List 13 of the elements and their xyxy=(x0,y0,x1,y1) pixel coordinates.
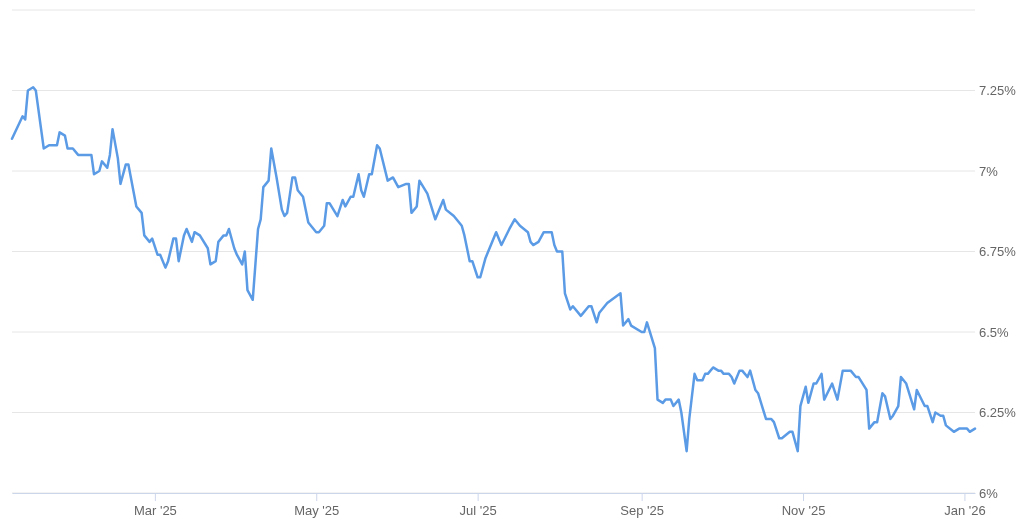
x-tick-label: Jul '25 xyxy=(459,503,497,519)
y-tick-label: 7% xyxy=(979,163,999,179)
x-tick-label: May '25 xyxy=(294,503,340,519)
y-tick-label: 6.5% xyxy=(979,324,1010,340)
x-tick-label: Jan '26 xyxy=(944,503,986,519)
x-tick-label: Nov '25 xyxy=(781,503,826,519)
x-tick-label: Mar '25 xyxy=(133,503,177,519)
y-tick-label: 6.25% xyxy=(979,405,1017,421)
y-tick-label: 6% xyxy=(979,485,999,501)
line-series xyxy=(10,86,977,453)
y-tick-label: 7.25% xyxy=(979,83,1017,99)
x-tick-label: Sep '25 xyxy=(620,503,664,519)
y-tick-label: 6.75% xyxy=(979,244,1017,260)
